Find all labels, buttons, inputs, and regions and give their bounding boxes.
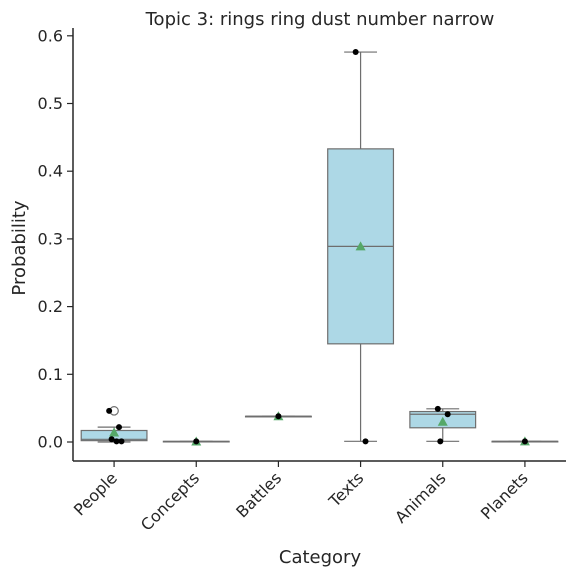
- mean-marker: [355, 241, 366, 251]
- y-tick-label: 0.5: [38, 94, 63, 113]
- y-tick-label: 0.4: [38, 162, 63, 181]
- x-tick-label: Battles: [232, 468, 285, 521]
- data-point: [521, 438, 528, 445]
- y-axis: 0.0 0.1 0.2 0.3 0.4 0.5 0.6: [38, 26, 74, 461]
- box-texts: [327, 51, 395, 442]
- data-point: [352, 49, 359, 56]
- x-tick-label: Animals: [391, 468, 449, 526]
- data-point: [118, 438, 125, 445]
- y-tick-label: 0.3: [38, 229, 63, 248]
- box-people: [80, 406, 148, 443]
- y-tick-label: 0.0: [38, 433, 63, 452]
- data-point: [437, 438, 444, 445]
- data-point: [113, 438, 120, 445]
- x-tick-label: Concepts: [137, 468, 203, 534]
- x-tick-label: Planets: [477, 468, 532, 523]
- x-tick-label: Texts: [324, 468, 367, 511]
- mean-marker: [437, 416, 448, 426]
- data-point: [434, 405, 441, 412]
- data-point: [116, 424, 123, 431]
- data-point: [106, 407, 113, 414]
- data-point: [108, 436, 115, 443]
- box-animals: [409, 408, 477, 442]
- x-axis-label: Category: [279, 547, 362, 568]
- data-point: [275, 413, 282, 420]
- plot-area: [80, 49, 559, 446]
- y-tick-label: 0.6: [38, 26, 63, 45]
- y-axis-label: Probability: [9, 200, 30, 295]
- mean-marker: [109, 427, 120, 437]
- x-axis: People Concepts Battles Texts Animals Planets: [70, 460, 566, 535]
- data-point: [193, 438, 200, 445]
- y-tick-label: 0.2: [38, 297, 63, 316]
- x-tick-label: People: [70, 468, 121, 519]
- data-point: [444, 411, 451, 418]
- y-tick-label: 0.1: [38, 365, 63, 384]
- data-point: [362, 438, 369, 445]
- chart-title: Topic 3: rings ring dust number narrow: [145, 9, 495, 30]
